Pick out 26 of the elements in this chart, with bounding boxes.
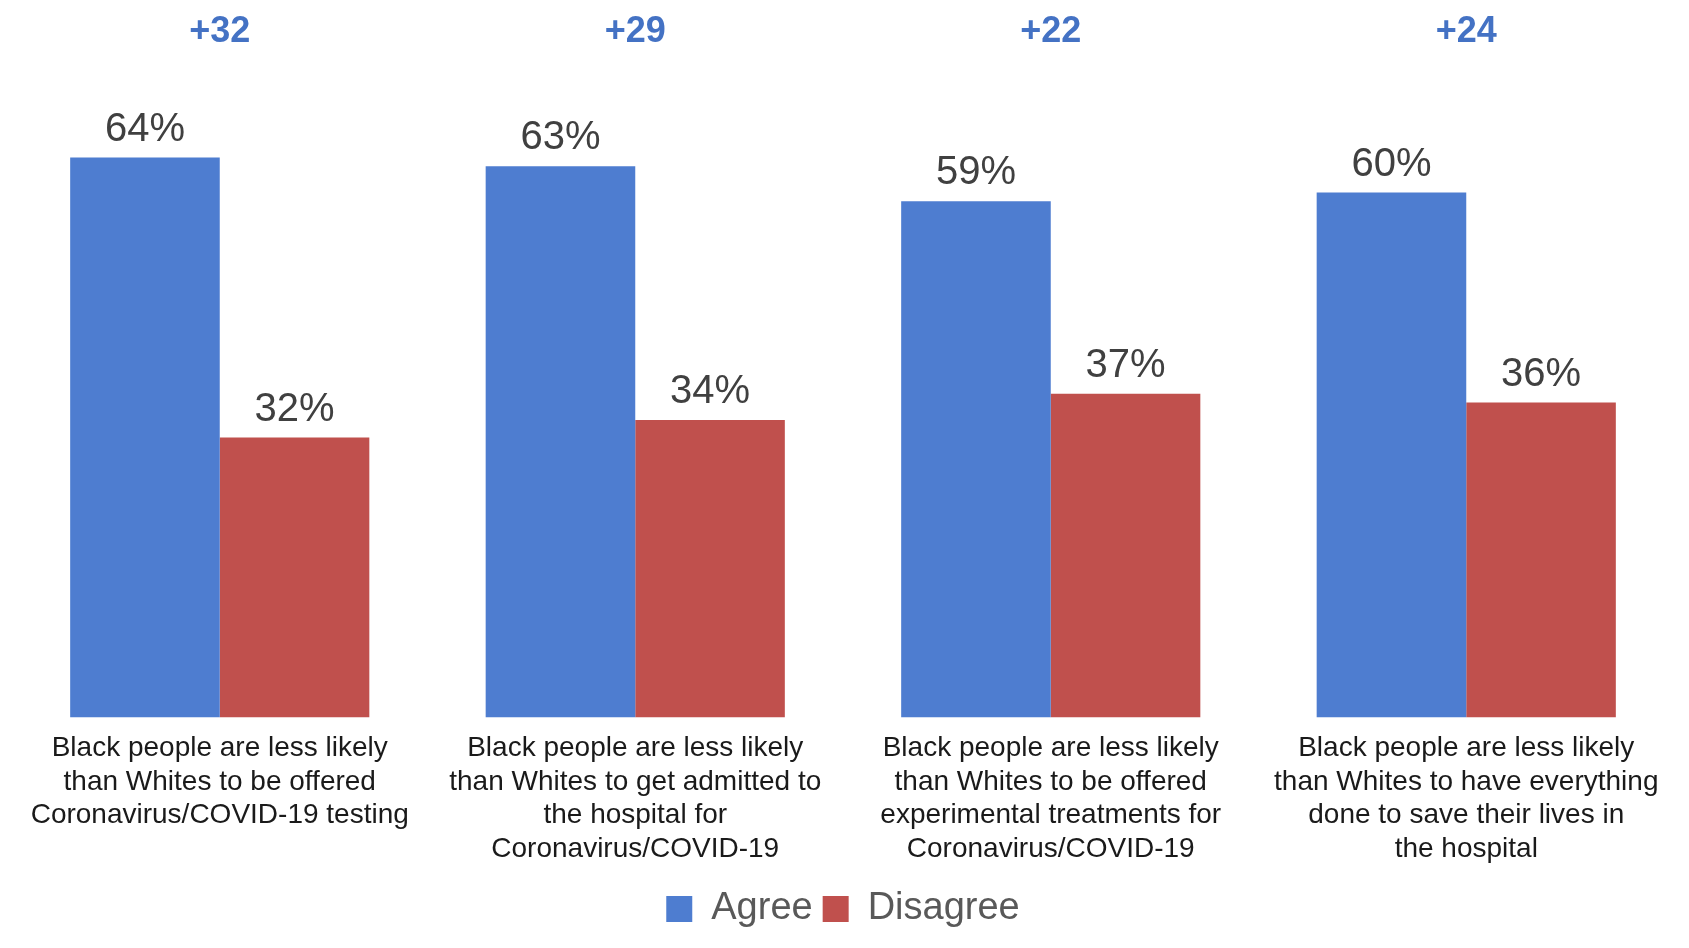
bar [219, 437, 370, 718]
x-tick-label: Black people are less likely than Whites to be offered experimental treatments for Coronavirus/COVID-19 [880, 731, 1222, 863]
bar [901, 201, 1051, 718]
data-label: 59% [935, 148, 1016, 193]
text: +29 [604, 8, 666, 50]
legend-label: Disagree [867, 885, 1020, 928]
data-label: 64% [104, 104, 185, 149]
text: +32 [189, 8, 251, 50]
bar [70, 157, 220, 718]
x-tick-label: Black people are less likely than Whites to be offered Coronavirus/COVID-19 testing [30, 731, 409, 830]
data-label: 37% [1085, 340, 1166, 385]
data-label: 60% [1351, 139, 1432, 184]
data-label: 34% [670, 367, 751, 412]
data-label: 63% [520, 113, 601, 158]
bar [1050, 393, 1201, 718]
bar [635, 420, 785, 718]
x-tick-label: Black people are less likely than Whites to get admitted to the hospital for Coronavirus/COVID-19 [449, 731, 822, 863]
data-label: 36% [1501, 349, 1582, 394]
x-tick-label: Black people are less likely than Whites to have everything done to save their lives in the hospital [1274, 731, 1659, 863]
bar [1466, 402, 1616, 718]
bar [485, 166, 636, 718]
text: +24 [1435, 8, 1497, 50]
bar [1316, 192, 1467, 718]
legend-label: Agree [711, 885, 813, 928]
text: +22 [1020, 8, 1082, 50]
data-label: 32% [254, 384, 335, 429]
